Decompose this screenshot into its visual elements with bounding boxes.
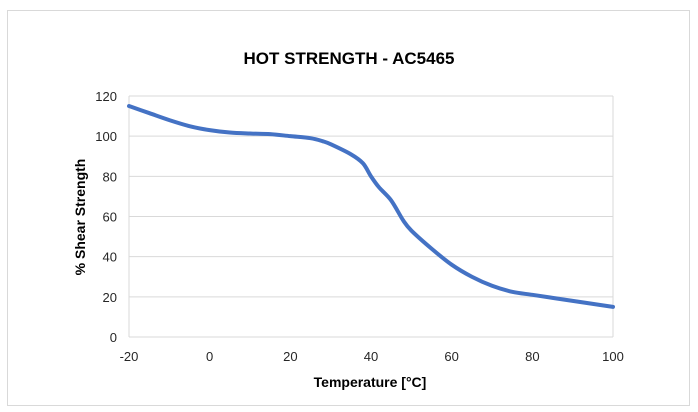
gridlines xyxy=(128,95,614,338)
chart-frame xyxy=(7,10,690,406)
y-tick-labels: 0 20 40 60 80 100 120 xyxy=(95,89,117,345)
x-tick-labels: -20 0 20 40 60 80 100 xyxy=(120,349,624,364)
y-tick-label: 80 xyxy=(103,169,117,184)
chart-title: HOT STRENGTH - AC5465 xyxy=(244,49,455,68)
x-tick-label: 40 xyxy=(364,349,378,364)
x-tick-label: 60 xyxy=(444,349,458,364)
x-tick-label: 20 xyxy=(283,349,297,364)
y-tick-label: 0 xyxy=(110,330,117,345)
y-tick-label: 60 xyxy=(103,210,117,225)
y-tick-label: 100 xyxy=(95,129,117,144)
series-line xyxy=(127,104,615,309)
y-tick-label: 20 xyxy=(103,290,117,305)
series-layer xyxy=(127,104,615,309)
x-tick-label: 100 xyxy=(602,349,624,364)
x-tick-label: -20 xyxy=(120,349,139,364)
y-axis-title: % Shear Strength xyxy=(72,159,88,276)
x-tick-label: 80 xyxy=(525,349,539,364)
x-tick-label: 0 xyxy=(206,349,213,364)
y-tick-label: 40 xyxy=(103,250,117,265)
x-axis-title: Temperature [°C] xyxy=(314,374,427,390)
y-tick-label: 120 xyxy=(95,89,117,104)
